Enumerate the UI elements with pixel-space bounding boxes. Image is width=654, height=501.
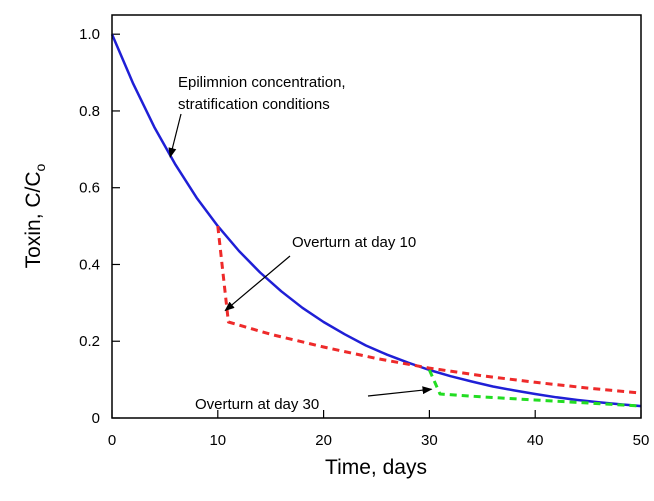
annotation-overturn-day30-arrow bbox=[367, 386, 433, 397]
y-tick-label: 0.6 bbox=[79, 180, 100, 197]
x-tick-label: 30 bbox=[421, 432, 438, 449]
y-tick-label: 0.2 bbox=[79, 333, 100, 350]
y-tick-label: 0 bbox=[92, 410, 100, 427]
y-tick-label: 1.0 bbox=[79, 26, 100, 43]
annotation-epilimnion-arrow bbox=[168, 113, 182, 158]
plot-frame bbox=[111, 14, 642, 419]
annotation-epilimnion-text: Epilimnion concentration, stratification … bbox=[178, 74, 346, 113]
x-tick-label: 50 bbox=[633, 432, 650, 449]
stratified-series-line bbox=[110, 33, 642, 408]
x-tick-label: 20 bbox=[315, 432, 332, 449]
overturn-day30-series-line bbox=[428, 369, 642, 408]
y-axis-label-subscript: o bbox=[32, 163, 48, 171]
x-tick-label: 0 bbox=[108, 432, 116, 449]
annotation-overturn-day10-arrow bbox=[224, 255, 291, 312]
annotation-overturn-day30-text: Overturn at day 30 bbox=[195, 396, 319, 413]
series-layer bbox=[110, 33, 642, 408]
y-axis-label: Toxin, C/Co bbox=[22, 163, 48, 268]
x-tick-label: 10 bbox=[209, 432, 226, 449]
y-axis-label-main: Toxin, C/C bbox=[22, 171, 45, 268]
y-tick-label: 0.4 bbox=[79, 256, 100, 273]
x-axis-label: Time, days bbox=[325, 456, 427, 479]
y-tick-label: 0.8 bbox=[79, 103, 100, 120]
annotations: Epilimnion concentration, stratification … bbox=[168, 74, 433, 413]
annotation-overturn-day10-text: Overturn at day 10 bbox=[292, 234, 416, 251]
x-tick-label: 40 bbox=[527, 432, 544, 449]
overturn-day10-series-line bbox=[216, 225, 642, 395]
